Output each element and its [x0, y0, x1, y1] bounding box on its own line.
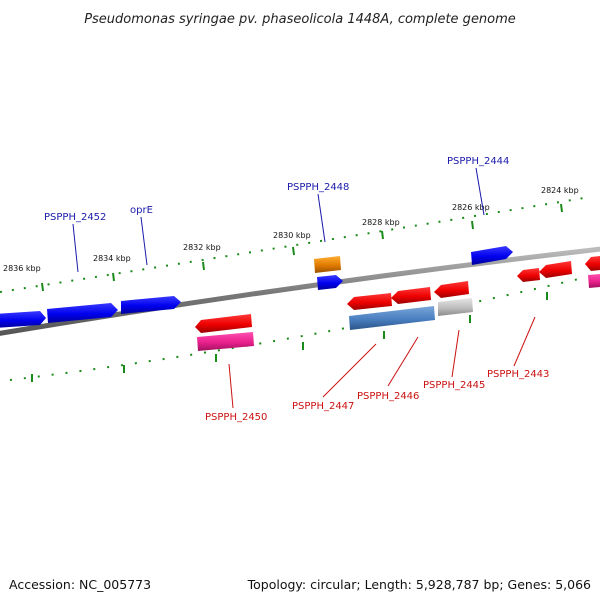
major-tick	[112, 272, 115, 282]
major-tick	[381, 230, 384, 240]
genome-summary-text: Topology: circular; Length: 5,928,787 bp…	[247, 577, 591, 592]
forward-gene-labels: PSPPH_2452 oprE PSPPH_2448 PSPPH_2444	[44, 156, 509, 223]
tick-label: 2836 kbp	[3, 264, 41, 273]
major-ticks	[41, 203, 563, 292]
gene-label[interactable]: PSPPH_2445	[423, 380, 485, 391]
accession-text: Accession: NC_005773	[9, 577, 152, 592]
gene-label[interactable]: PSPPH_2443	[487, 369, 549, 380]
gene-reverse[interactable]	[347, 293, 392, 310]
gene-label[interactable]: PSPPH_2444	[447, 156, 509, 167]
major-tick	[292, 246, 295, 256]
reverse-gene-labels: PSPPH_2450 PSPPH_2447 PSPPH_2446 PSPPH_2…	[205, 369, 549, 423]
gene-reverse[interactable]	[391, 287, 431, 304]
map-title: Pseudomonas syringae pv. phaseolicola 14…	[84, 12, 516, 27]
gene-reverse-pink[interactable]	[588, 274, 600, 288]
genome-backbone	[0, 246, 600, 336]
gene-reverse[interactable]	[539, 261, 572, 278]
gene-reverse[interactable]	[517, 268, 540, 282]
gene-forward[interactable]	[121, 296, 181, 314]
forward-leader-lines	[72, 167, 485, 273]
gene-forward[interactable]	[47, 303, 118, 323]
major-tick	[202, 261, 205, 271]
major-tick	[471, 220, 474, 230]
tick-label: 2826 kbp	[452, 203, 490, 212]
tick-label: 2830 kbp	[273, 231, 311, 240]
gene-orange[interactable]	[314, 256, 341, 273]
reverse-leader-lines	[228, 316, 536, 409]
gene-label[interactable]: PSPPH_2447	[292, 401, 354, 412]
gene-label[interactable]: PSPPH_2446	[357, 391, 419, 402]
gene-label[interactable]: PSPPH_2448	[287, 182, 349, 193]
tick-label: 2828 kbp	[362, 218, 400, 227]
forward-genes	[0, 246, 513, 328]
gene-reverse[interactable]	[585, 256, 600, 271]
major-tick	[560, 203, 563, 213]
gene-forward[interactable]	[471, 246, 513, 265]
gene-reverse[interactable]	[434, 281, 469, 298]
gene-forward[interactable]	[0, 311, 46, 328]
tick-label: 2834 kbp	[93, 254, 131, 263]
gene-reverse-grey[interactable]	[438, 298, 473, 316]
gene-forward[interactable]	[317, 275, 343, 290]
inner-scale-track	[9, 273, 600, 381]
inner-major-ticks	[31, 292, 548, 382]
gene-label[interactable]: oprE	[130, 205, 153, 216]
gene-reverse-pink[interactable]	[197, 332, 254, 351]
outer-scale-track	[0, 196, 591, 293]
tick-label: 2832 kbp	[183, 243, 221, 252]
reverse-genes	[195, 256, 600, 351]
major-tick	[41, 282, 44, 292]
tick-labels: 2836 kbp 2834 kbp 2832 kbp 2830 kbp 2828…	[3, 186, 579, 273]
tick-label: 2824 kbp	[541, 186, 579, 195]
gene-label[interactable]: PSPPH_2450	[205, 412, 267, 423]
gene-reverse[interactable]	[195, 314, 252, 333]
gene-reverse-steel[interactable]	[349, 306, 435, 330]
gene-label[interactable]: PSPPH_2452	[44, 212, 106, 223]
